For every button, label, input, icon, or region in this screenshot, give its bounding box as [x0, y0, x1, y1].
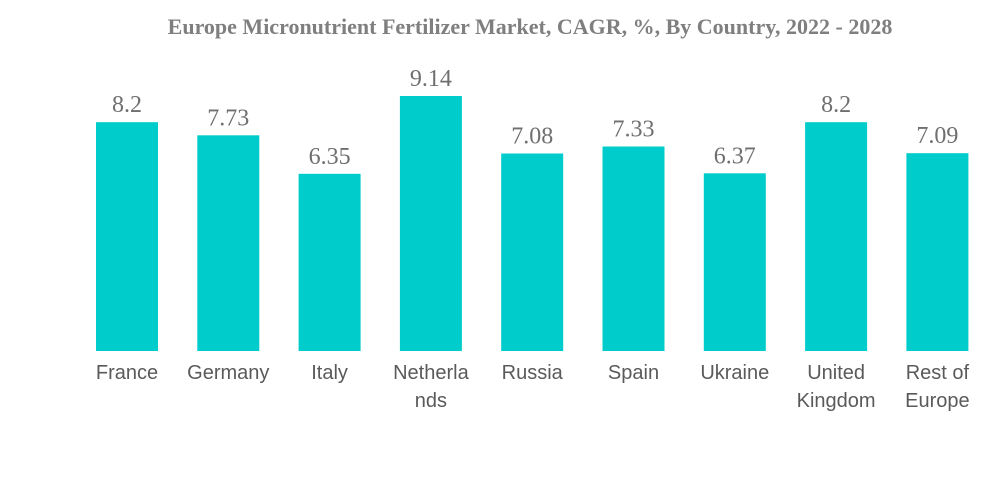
- value-labels-group: 8.2 7.73 6.35 9.14 7.08 7.33 6.37 8.2 7.09: [112, 66, 958, 170]
- chart-title: Europe Micronutrient Fertilizer Market, …: [167, 14, 893, 39]
- bar-united-kingdom: [805, 122, 868, 351]
- category-label: France: [96, 362, 158, 384]
- category-label: United: [807, 362, 865, 384]
- value-label: 7.33: [613, 117, 655, 143]
- bar-germany: [197, 135, 260, 351]
- bar-ukraine: [703, 173, 766, 351]
- bar-france: [96, 122, 158, 351]
- category-label: Rest of: [906, 362, 970, 384]
- value-label: 7.09: [916, 123, 958, 149]
- bar-russia: [501, 153, 564, 351]
- value-label: 7.73: [207, 105, 249, 131]
- category-label: Kingdom: [797, 390, 876, 412]
- value-label: 7.08: [511, 124, 553, 150]
- category-labels-group: France Germany Italy Netherla nds Russia Spain…: [96, 362, 970, 412]
- category-label: Russia: [502, 362, 564, 384]
- category-label: Europe: [905, 390, 970, 412]
- value-label: 9.14: [410, 66, 452, 92]
- category-label: Netherla: [393, 362, 469, 384]
- category-label: Ukraine: [700, 362, 769, 384]
- category-label: nds: [415, 390, 447, 412]
- bar-rest-of-europe: [906, 153, 969, 351]
- value-label: 8.2: [112, 92, 142, 118]
- value-label: 6.35: [309, 144, 351, 170]
- category-label: Germany: [187, 362, 269, 384]
- value-label: 8.2: [821, 92, 851, 118]
- category-label: Italy: [311, 362, 348, 384]
- bar-netherla-nds: [399, 96, 462, 351]
- bar-italy: [298, 173, 361, 351]
- value-label: 6.37: [714, 143, 756, 169]
- category-label: Spain: [608, 362, 659, 384]
- bar-spain: [602, 146, 665, 351]
- bars-group: [96, 96, 969, 351]
